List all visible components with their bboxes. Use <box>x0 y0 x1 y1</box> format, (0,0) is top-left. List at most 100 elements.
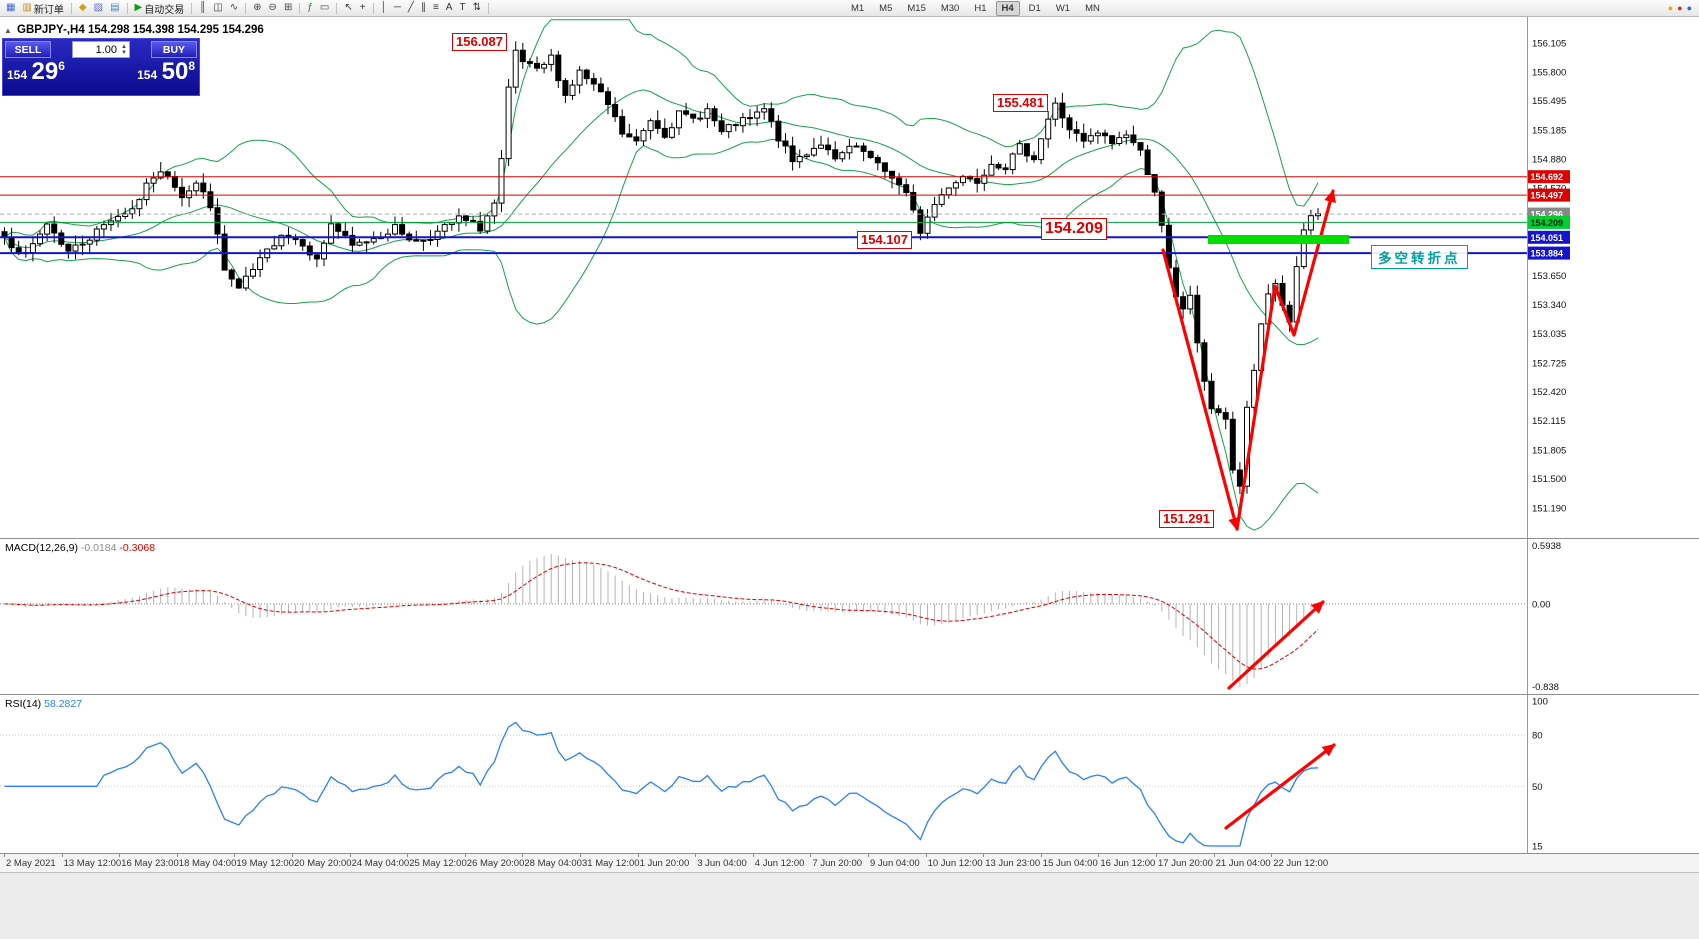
candle-body <box>392 224 398 235</box>
price-tag-text: 154.296 <box>1531 210 1564 220</box>
label-icon[interactable]: T <box>456 1 468 16</box>
news-icon[interactable]: ● <box>1677 2 1683 13</box>
strategy-tester-icon[interactable]: ▧ <box>91 1 106 16</box>
candlestick-chart-icon[interactable]: ◫ <box>210 1 225 16</box>
data-window-icon[interactable]: ▤ <box>107 1 122 16</box>
horizontal-line-icon[interactable]: ─ <box>391 1 404 16</box>
down-trend-arrow[interactable] <box>1161 248 1240 531</box>
new-order-button[interactable]: ▥ 新订单 <box>19 1 66 16</box>
new-chart-icon[interactable]: ▦ <box>3 1 18 16</box>
time-axis-label: 31 May 12:00 <box>582 858 640 869</box>
candle-body <box>555 54 562 82</box>
candle-body <box>1187 294 1194 310</box>
macd-panel[interactable]: 0.5938 0.00 -0.838 MACD(12,26,9) -0.0184 -… <box>0 538 1699 694</box>
metaeditor-icon[interactable]: ◆ <box>76 1 90 16</box>
candle-body <box>846 145 853 154</box>
price-annotation-label[interactable]: 154.209 <box>1041 218 1107 240</box>
timeframe-m5[interactable]: M5 <box>879 2 893 14</box>
candle-body <box>44 223 51 235</box>
volume-stepper[interactable]: ▲ ▼ <box>119 44 129 56</box>
turning-point-label[interactable]: 多空转折点 <box>1371 245 1468 269</box>
indicators-icon[interactable]: ƒ <box>304 1 316 16</box>
bar-chart-icon[interactable]: ║ <box>196 1 209 16</box>
candle-body <box>654 120 661 129</box>
timeframe-m30[interactable]: M30 <box>940 2 960 14</box>
vertical-line-icon[interactable]: │ <box>378 1 390 16</box>
candle-body <box>711 108 718 122</box>
rsi-label: RSI(14) 58.2827 <box>5 698 82 710</box>
timeframe-m1[interactable]: M1 <box>850 2 865 14</box>
line-chart-icon[interactable]: ∿ <box>227 1 241 16</box>
timeframe-mn[interactable]: MN <box>1085 2 1100 14</box>
timeframe-m15[interactable]: M15 <box>907 2 926 14</box>
candle-body <box>1208 380 1215 410</box>
spin-up-icon[interactable]: ▲ <box>121 43 127 50</box>
trendline-icon-glyph: ╱ <box>407 2 414 13</box>
templates-icon[interactable]: ▭ <box>317 1 332 16</box>
price-chart-panel[interactable]: 156.105155.800155.495155.185154.880154.5… <box>0 17 1699 538</box>
cursor-icon-glyph: ↖ <box>344 2 353 13</box>
tile-windows-icon[interactable]: ⊞ <box>281 1 295 16</box>
macd-plot: 0.5938 0.00 -0.838 <box>0 539 1561 694</box>
channel-icon[interactable]: ∥ <box>418 1 429 16</box>
candle-body <box>342 230 349 236</box>
timeframe-h4[interactable]: H4 <box>995 0 1020 16</box>
candle-body <box>697 117 704 120</box>
candle-body <box>839 152 846 160</box>
axis-tick-label: 153.035 <box>1532 329 1566 340</box>
candle-body <box>1194 294 1201 344</box>
price-annotation-label[interactable]: 154.107 <box>857 231 912 250</box>
data-window-icon-glyph: ▤ <box>110 2 120 13</box>
autotrading-button[interactable]: ▶ 自动交易 <box>132 1 188 16</box>
axis-tick-label: 155.800 <box>1532 67 1566 78</box>
one-click-collapse-icon[interactable]: ▲ <box>4 26 12 35</box>
candle-body <box>420 239 427 242</box>
candle-body <box>1059 102 1066 119</box>
candle-body <box>903 184 910 193</box>
candle-body <box>952 182 959 189</box>
price-annotation-label[interactable]: 155.481 <box>993 94 1048 113</box>
candle-body <box>1009 153 1016 171</box>
rsi-panel[interactable]: 100 80 50 15 RSI(14) 58.2827 <box>0 694 1699 853</box>
crosshair-icon[interactable]: + <box>357 1 369 16</box>
fibonacci-icon[interactable]: ≡ <box>430 1 442 16</box>
timeframe-h1[interactable]: H1 <box>974 2 987 14</box>
zoom-in-icon[interactable]: ⊕ <box>250 1 264 16</box>
price-annotation-label[interactable]: 156.087 <box>452 33 507 52</box>
price-annotation-label[interactable]: 151.291 <box>1159 510 1214 529</box>
sell-button[interactable]: SELL <box>5 41 51 58</box>
support-zone-highlight[interactable] <box>1208 235 1349 244</box>
toolbar: ▦ ▥ 新订单 ◆ ▧ ▤ ▶ 自动交易 ║ ◫ ∿ ⊕ ⊖ ⊞ ƒ ▭ ↖ + │ ─ ╱ ∥ ≡ A T ⇅ M1 M5 M15 M3… <box>0 0 1699 17</box>
candle-body <box>335 223 342 232</box>
time-axis-label: 17 Jun 20:00 <box>1158 858 1213 869</box>
alert-icon[interactable]: ● <box>1667 2 1674 13</box>
community-icon[interactable]: ● <box>1686 2 1692 13</box>
channel-icon-glyph: ∥ <box>420 2 426 13</box>
time-axis[interactable]: 2 May 2021 13 May 12:00 16 May 23:00 18 May… <box>0 853 1699 872</box>
timeframe-d1[interactable]: D1 <box>1028 2 1041 14</box>
up-trend-arrow[interactable] <box>1235 189 1336 531</box>
price-tag <box>1528 230 1570 244</box>
strategy-tester-icon-glyph: ▧ <box>93 2 104 13</box>
timeframe-w1[interactable]: W1 <box>1055 2 1071 14</box>
candle-body <box>115 215 122 222</box>
candle-body <box>818 144 824 149</box>
volume-input[interactable] <box>73 43 120 56</box>
rsi-up-arrow[interactable] <box>1224 743 1336 830</box>
macd-signal-value: -0.3068 <box>119 542 156 554</box>
time-axis-label: 15 Jun 04:00 <box>1042 858 1098 869</box>
time-axis-label: 16 May 23:00 <box>121 858 179 869</box>
macd-up-arrow[interactable] <box>1227 600 1325 690</box>
candle-body <box>1236 469 1243 487</box>
candle-body <box>65 243 72 252</box>
candle-body <box>747 117 753 120</box>
cursor-icon[interactable]: ↖ <box>341 1 355 16</box>
text-icon[interactable]: A <box>443 1 456 16</box>
candle-body <box>576 69 583 86</box>
arrows-icon[interactable]: ⇅ <box>470 1 484 16</box>
spin-down-icon[interactable]: ▼ <box>121 49 127 56</box>
trendline-icon[interactable]: ╱ <box>405 1 417 16</box>
buy-button[interactable]: BUY <box>150 41 197 58</box>
zoom-out-icon[interactable]: ⊖ <box>266 1 280 16</box>
candle-body <box>867 150 874 158</box>
